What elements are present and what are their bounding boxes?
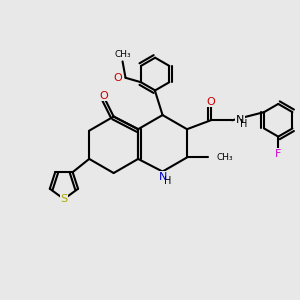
Text: H: H (240, 119, 247, 129)
Text: O: O (99, 91, 108, 101)
Text: N: N (236, 115, 244, 125)
Text: CH₃: CH₃ (114, 50, 131, 59)
Text: O: O (206, 97, 215, 107)
Text: H: H (164, 176, 172, 186)
Text: O: O (113, 73, 122, 83)
Text: F: F (275, 149, 281, 159)
Text: CH₃: CH₃ (217, 153, 233, 162)
Text: S: S (60, 194, 68, 204)
Text: N: N (158, 172, 167, 182)
